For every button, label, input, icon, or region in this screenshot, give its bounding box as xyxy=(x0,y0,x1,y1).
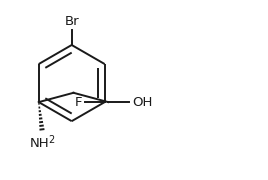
Text: 2: 2 xyxy=(49,135,55,145)
Text: NH: NH xyxy=(29,137,49,150)
Text: Br: Br xyxy=(64,15,79,28)
Text: F: F xyxy=(75,96,83,109)
Text: OH: OH xyxy=(132,96,152,109)
